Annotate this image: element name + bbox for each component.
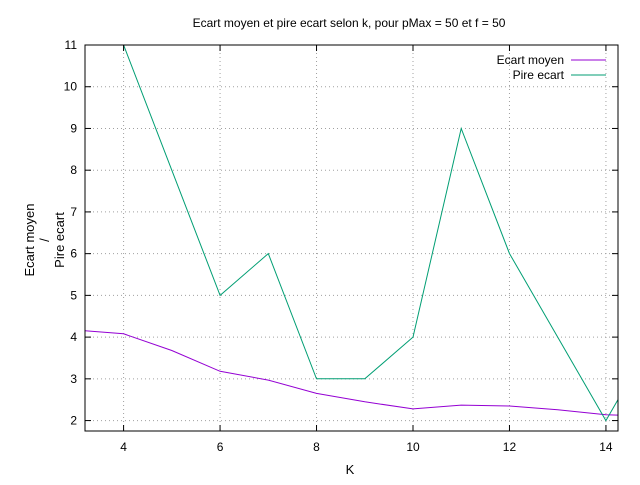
y-axis-label-line-2: / [37, 238, 52, 242]
x-tick-label: 4 [120, 440, 127, 454]
x-tick-label: 6 [217, 440, 224, 454]
axis-ticks: 4 6 8 10 12 14 2 3 4 5 6 7 8 9 10 11 [64, 38, 618, 454]
x-tick-label: 10 [406, 440, 420, 454]
y-tick-label: 2 [70, 414, 77, 428]
y-tick-label: 4 [70, 330, 77, 344]
series-layer [85, 45, 618, 422]
y-tick-label: 8 [70, 163, 77, 177]
x-tick-label: 14 [599, 440, 613, 454]
legend-label-ecart-moyen: Ecart moyen [497, 53, 564, 67]
y-axis-label-line-3: Pire ecart [52, 212, 67, 268]
y-tick-label: 10 [64, 80, 78, 94]
legend-label-pire-ecart: Pire ecart [513, 68, 565, 82]
x-axis-label: K [346, 462, 355, 477]
series-line-pire-ecart [85, 45, 618, 422]
y-axis-label-line-1: Ecart moyen [22, 204, 37, 277]
legend: Ecart moyen Pire ecart [497, 53, 606, 82]
x-tick-label: 8 [313, 440, 320, 454]
y-tick-label: 3 [70, 372, 77, 386]
y-tick-label: 6 [70, 247, 77, 261]
y-tick-label: 5 [70, 288, 77, 302]
y-tick-label: 9 [70, 121, 77, 135]
grid [85, 44, 618, 431]
y-tick-label: 11 [65, 38, 78, 52]
series-line-ecart-moyen [85, 330, 618, 416]
x-tick-label: 12 [503, 440, 517, 454]
y-tick-label: 7 [70, 205, 77, 219]
chart-title: Ecart moyen et pire ecart selon k, pour … [193, 16, 506, 30]
plot-frame [84, 44, 619, 432]
